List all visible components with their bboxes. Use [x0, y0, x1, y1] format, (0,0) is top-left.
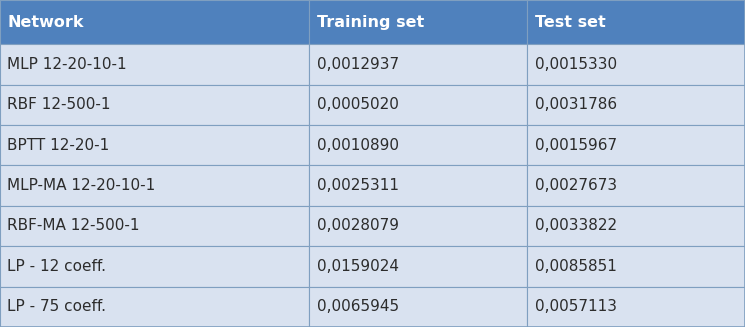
Bar [0, 206, 309, 246]
Bar [0, 44, 309, 85]
Bar [309, 125, 527, 165]
Text: 0,0027673: 0,0027673 [535, 178, 617, 193]
Bar [309, 206, 527, 246]
Bar [309, 286, 527, 327]
Text: 0,0015330: 0,0015330 [535, 57, 617, 72]
Bar [309, 85, 527, 125]
Text: Test set: Test set [535, 15, 606, 29]
Bar [527, 0, 745, 44]
Bar [309, 0, 527, 44]
Text: 0,0028079: 0,0028079 [317, 218, 399, 233]
Bar [527, 246, 745, 286]
Text: MLP 12-20-10-1: MLP 12-20-10-1 [7, 57, 127, 72]
Bar [0, 165, 309, 206]
Bar [0, 85, 309, 125]
Text: 0,0159024: 0,0159024 [317, 259, 399, 274]
Text: RBF-MA 12-500-1: RBF-MA 12-500-1 [7, 218, 140, 233]
Text: MLP-MA 12-20-10-1: MLP-MA 12-20-10-1 [7, 178, 156, 193]
Text: Network: Network [7, 15, 84, 29]
Text: 0,0033822: 0,0033822 [535, 218, 617, 233]
Text: 0,0015967: 0,0015967 [535, 138, 617, 153]
Bar [309, 44, 527, 85]
Text: 0,0025311: 0,0025311 [317, 178, 399, 193]
Bar [0, 125, 309, 165]
Bar [527, 286, 745, 327]
Text: 0,0085851: 0,0085851 [535, 259, 617, 274]
Text: RBF 12-500-1: RBF 12-500-1 [7, 97, 111, 112]
Bar [527, 125, 745, 165]
Text: LP - 12 coeff.: LP - 12 coeff. [7, 259, 107, 274]
Bar [309, 246, 527, 286]
Bar [0, 246, 309, 286]
Bar [527, 44, 745, 85]
Text: LP - 75 coeff.: LP - 75 coeff. [7, 299, 107, 314]
Text: 0,0065945: 0,0065945 [317, 299, 399, 314]
Text: Training set: Training set [317, 15, 424, 29]
Bar [309, 165, 527, 206]
Text: 0,0010890: 0,0010890 [317, 138, 399, 153]
Text: BPTT 12-20-1: BPTT 12-20-1 [7, 138, 110, 153]
Text: 0,0012937: 0,0012937 [317, 57, 399, 72]
Text: 0,0031786: 0,0031786 [535, 97, 617, 112]
Bar [0, 286, 309, 327]
Bar [527, 85, 745, 125]
Bar [0, 0, 309, 44]
Text: 0,0057113: 0,0057113 [535, 299, 617, 314]
Text: 0,0005020: 0,0005020 [317, 97, 399, 112]
Bar [527, 165, 745, 206]
Bar [527, 206, 745, 246]
